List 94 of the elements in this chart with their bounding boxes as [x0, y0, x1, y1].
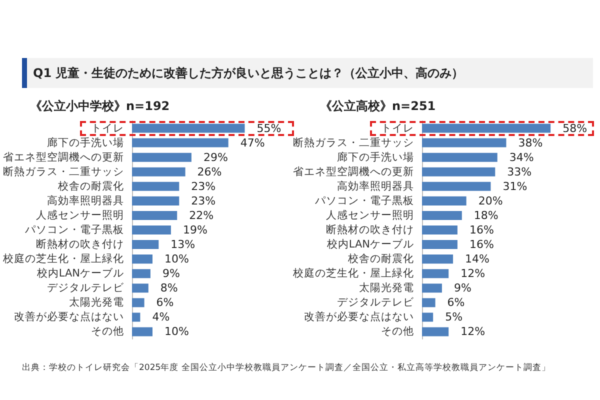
source-note: 出典：学校のトイレ研究会「2025年度 全国公立小中学校教職員アンケート調査／全国公立・私立高等学校教職員アンケート調査」	[22, 362, 550, 374]
y-tick-label: 人感センサー照明	[36, 208, 124, 222]
data-label: 16%	[469, 224, 494, 236]
data-label: 12%	[460, 325, 486, 338]
data-label: 16%	[469, 238, 494, 252]
y-tick-label: 改善が必要な点はない	[14, 310, 124, 324]
bar	[422, 210, 462, 220]
data-label: 20%	[478, 194, 503, 208]
bar	[422, 254, 454, 264]
bar	[422, 240, 458, 250]
y-tick-label: パソコン・電子黒板	[314, 194, 414, 207]
y-tick-label: 廊下の手洗い場	[47, 136, 124, 149]
bar	[422, 327, 449, 336]
y-tick-label: パソコン・電子黒板	[24, 224, 124, 236]
data-label: 33%	[507, 165, 532, 178]
bar	[132, 210, 178, 220]
bar	[132, 124, 245, 133]
y-tick-label: 省エネ型空調機への更新	[3, 150, 124, 164]
data-label: 38%	[518, 136, 543, 150]
chart-subtitle: 《公立小中学校》n=192	[30, 98, 170, 115]
y-tick-label: 太陽光発電	[359, 281, 414, 294]
data-label: 13%	[170, 238, 196, 252]
data-label: 22%	[189, 208, 214, 222]
y-tick-label: 廊下の手洗い場	[337, 150, 414, 164]
bar	[132, 182, 180, 191]
bar	[422, 312, 434, 322]
y-tick-label: トイレ	[91, 122, 124, 134]
data-label: 29%	[203, 150, 228, 164]
data-label: 4%	[152, 310, 170, 324]
y-tick-label: その他	[91, 326, 124, 338]
y-tick-label: デジタルテレビ	[337, 296, 415, 309]
data-label: 9%	[454, 282, 472, 295]
y-tick-label: 校内LANケーブル	[326, 238, 414, 251]
y-tick-label: 断熱ガラス・二重サッシ	[3, 164, 124, 178]
data-label: 19%	[182, 224, 208, 236]
bar	[132, 298, 144, 308]
bar	[422, 269, 449, 278]
y-tick-label: 太陽光発電	[69, 296, 124, 309]
bar	[422, 284, 442, 293]
bar	[422, 152, 498, 162]
bar	[132, 225, 171, 235]
chart-subtitle: 《公立高校》n=251	[320, 98, 436, 115]
data-label: 47%	[240, 136, 265, 150]
data-label: 6%	[447, 296, 465, 310]
data-label: 12%	[460, 267, 486, 280]
y-tick-label: 断熱材の吹き付け	[36, 238, 124, 251]
y-tick-label: 校内LANケーブル	[36, 266, 124, 280]
bar	[132, 284, 148, 293]
y-tick-label: 人感センサー照明	[326, 208, 414, 222]
y-tick-label: トイレ	[381, 122, 414, 134]
y-tick-label: デジタルテレビ	[47, 282, 125, 294]
bar	[132, 254, 152, 264]
data-label: 23%	[191, 180, 216, 193]
y-tick-label: その他	[381, 326, 414, 338]
y-tick-label: 校庭の芝生化・屋上緑化	[292, 266, 414, 280]
data-label: 9%	[162, 267, 180, 280]
bar	[132, 269, 150, 278]
y-tick-label: 校舎の耐震化	[347, 252, 414, 266]
y-tick-label: 断熱ガラス・二重サッシ	[293, 136, 414, 149]
bar	[422, 225, 458, 235]
data-label: 6%	[156, 296, 174, 310]
data-label: 23%	[191, 194, 216, 208]
bar	[132, 167, 186, 176]
data-label: 10%	[164, 252, 189, 266]
data-label: 14%	[465, 252, 490, 266]
bar	[422, 298, 436, 308]
bar	[132, 240, 159, 250]
bar	[132, 327, 152, 336]
bar	[132, 312, 140, 322]
bar	[422, 182, 491, 191]
y-tick-label: 断熱材の吹き付け	[326, 223, 414, 236]
bar	[132, 196, 180, 206]
bar	[422, 196, 466, 206]
data-label: 10%	[164, 325, 189, 338]
y-tick-label: 高効率照明器具	[337, 179, 414, 192]
y-tick-label: 高効率照明器具	[47, 194, 124, 207]
data-label: 8%	[160, 282, 178, 295]
bar	[422, 124, 551, 133]
data-label: 5%	[445, 310, 463, 324]
y-tick-label: 省エネ型空調機への更新	[293, 164, 414, 178]
data-label: 55%	[256, 122, 282, 135]
data-label: 34%	[509, 150, 534, 164]
data-label: 58%	[562, 122, 588, 135]
data-label: 18%	[474, 208, 498, 222]
y-tick-label: 校舎の耐震化	[57, 179, 124, 192]
data-label: 31%	[502, 180, 528, 193]
y-tick-label: 改善が必要な点はない	[304, 310, 414, 324]
y-tick-label: 校庭の芝生化・屋上緑化	[2, 252, 124, 266]
bar	[132, 138, 228, 148]
data-label: 26%	[197, 165, 222, 178]
bar	[422, 138, 506, 148]
chart-title: Q1 児童・生徒のために改善した方が良いと思うことは？（公立小中、高のみ）	[32, 64, 464, 82]
bar	[132, 152, 192, 162]
bar	[422, 167, 496, 176]
